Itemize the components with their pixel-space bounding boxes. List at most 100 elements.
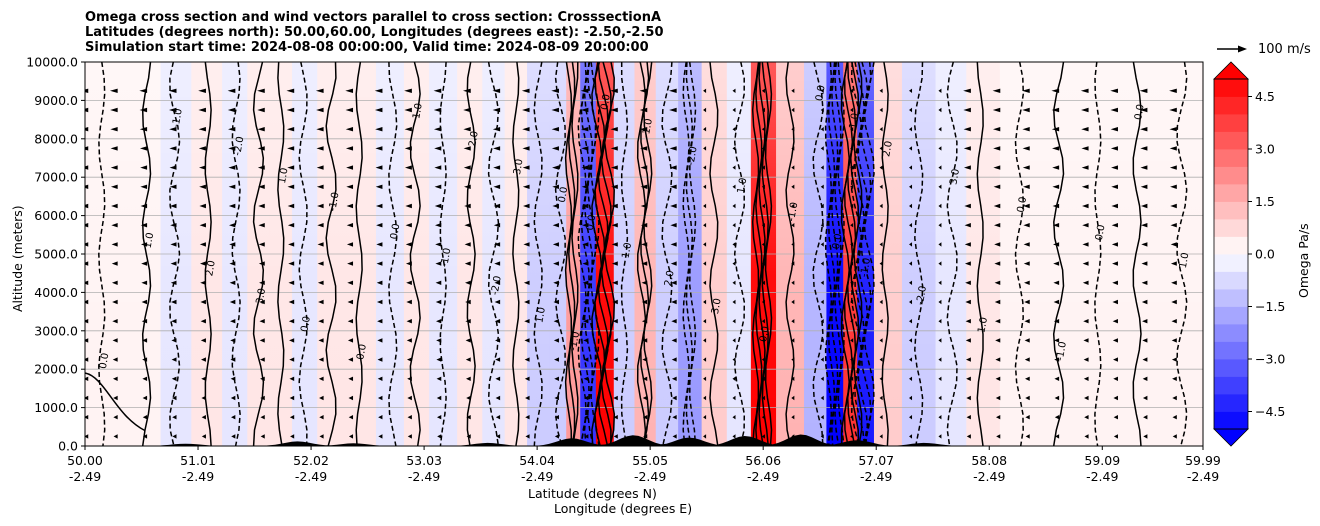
wind-vector (199, 165, 206, 170)
wind-vector (703, 434, 707, 439)
contour-line (1014, 62, 1025, 446)
wind-vector (551, 127, 559, 132)
wind-vector (791, 415, 795, 420)
wind-vector (523, 261, 530, 266)
wind-vector (1051, 127, 1060, 132)
colorbar-tick-label: −1.5 (1255, 299, 1285, 314)
colorbar-segment (1214, 219, 1248, 237)
wind-vector (375, 203, 383, 209)
contour-label: 1.0 (736, 177, 750, 195)
wind-vector (909, 184, 913, 189)
wind-vector (703, 223, 707, 228)
wind-vector (669, 107, 677, 113)
omega-contours (85, 62, 1188, 446)
wind-vector (938, 242, 942, 247)
wind-vector (142, 376, 148, 381)
wind-vector (791, 376, 795, 381)
contour-line (204, 62, 212, 446)
x-tick-label-lon: -2.49 (747, 469, 779, 484)
wind-vector (879, 203, 883, 209)
contour-line (580, 62, 590, 446)
wind-vector (1025, 395, 1030, 401)
wind-vector (1082, 203, 1089, 209)
wind-vector (994, 242, 1001, 247)
wind-vector (318, 299, 324, 305)
wind-vector (375, 127, 383, 132)
wind-vector (672, 434, 677, 439)
wind-vector (1170, 203, 1177, 209)
wind-vector (670, 280, 677, 285)
wind-vector (171, 338, 177, 343)
wind-vector (466, 395, 471, 401)
wind-vector (732, 88, 736, 93)
y-tick-label: 4000.0 (34, 285, 78, 300)
wind-vector (994, 299, 1001, 305)
contour-line (577, 62, 587, 446)
wind-vector (229, 242, 236, 247)
wind-vector (732, 338, 736, 343)
wind-vector (965, 299, 971, 305)
wind-vector (850, 261, 854, 266)
colorbar-segment (1214, 341, 1248, 360)
wind-vector (613, 415, 618, 420)
wind-vector (111, 261, 118, 266)
wind-vector (1084, 395, 1089, 401)
wind-vector (85, 107, 89, 113)
contour-line (600, 62, 612, 446)
contour-line (554, 62, 566, 446)
wind-vectors (85, 88, 1177, 439)
wind-vector (376, 299, 383, 305)
wind-vector (172, 395, 177, 401)
wind-vector (140, 223, 148, 228)
contour-label: 3.0 (710, 297, 724, 315)
wind-vector (201, 357, 206, 362)
wind-vector (1169, 165, 1177, 170)
wind-vector (1113, 395, 1118, 401)
wind-vector (761, 223, 765, 228)
wind-vector (316, 107, 324, 113)
contour-label: 0.0 (599, 93, 613, 111)
wind-vector (404, 107, 412, 113)
wind-vector (142, 395, 148, 401)
wind-vector (820, 107, 824, 113)
wind-vector (1170, 184, 1177, 189)
wind-vector (172, 415, 177, 420)
contour-line (1094, 62, 1102, 446)
wind-vector (316, 184, 324, 189)
wind-vector (259, 280, 265, 285)
contour-label: -2.0 (490, 275, 504, 296)
wind-vector (494, 261, 501, 266)
wind-vector (169, 107, 177, 113)
colorbar-segment (1214, 131, 1248, 150)
wind-vector (995, 395, 1001, 401)
wind-vector (732, 184, 736, 189)
wind-vector (140, 165, 148, 170)
wind-vector (1139, 107, 1148, 113)
wind-vector (1024, 280, 1030, 285)
x-tick-label-lon: -2.49 (973, 469, 1005, 484)
wind-vector (377, 338, 383, 343)
wind-vector (463, 107, 471, 113)
wind-vector (553, 280, 559, 285)
wind-vector (938, 395, 942, 401)
wind-vector (761, 127, 765, 132)
wind-vector (879, 357, 883, 362)
contour-line (141, 62, 152, 446)
wind-vector (168, 88, 177, 93)
wind-vector (112, 299, 118, 305)
wind-vector (909, 434, 913, 439)
wind-vector (879, 415, 883, 420)
wind-vector (198, 146, 206, 151)
wind-vector (761, 299, 765, 305)
wind-vector (85, 299, 89, 305)
contour-line (824, 62, 833, 446)
wind-vector (581, 165, 589, 170)
wind-vector (553, 261, 559, 266)
wind-vector (938, 319, 942, 324)
contour-label: 1.0 (848, 112, 862, 130)
wind-vector (230, 376, 236, 381)
wind-vector (966, 395, 971, 401)
wind-vector (228, 165, 236, 170)
contour-line (881, 62, 889, 446)
wind-vector (703, 107, 707, 113)
